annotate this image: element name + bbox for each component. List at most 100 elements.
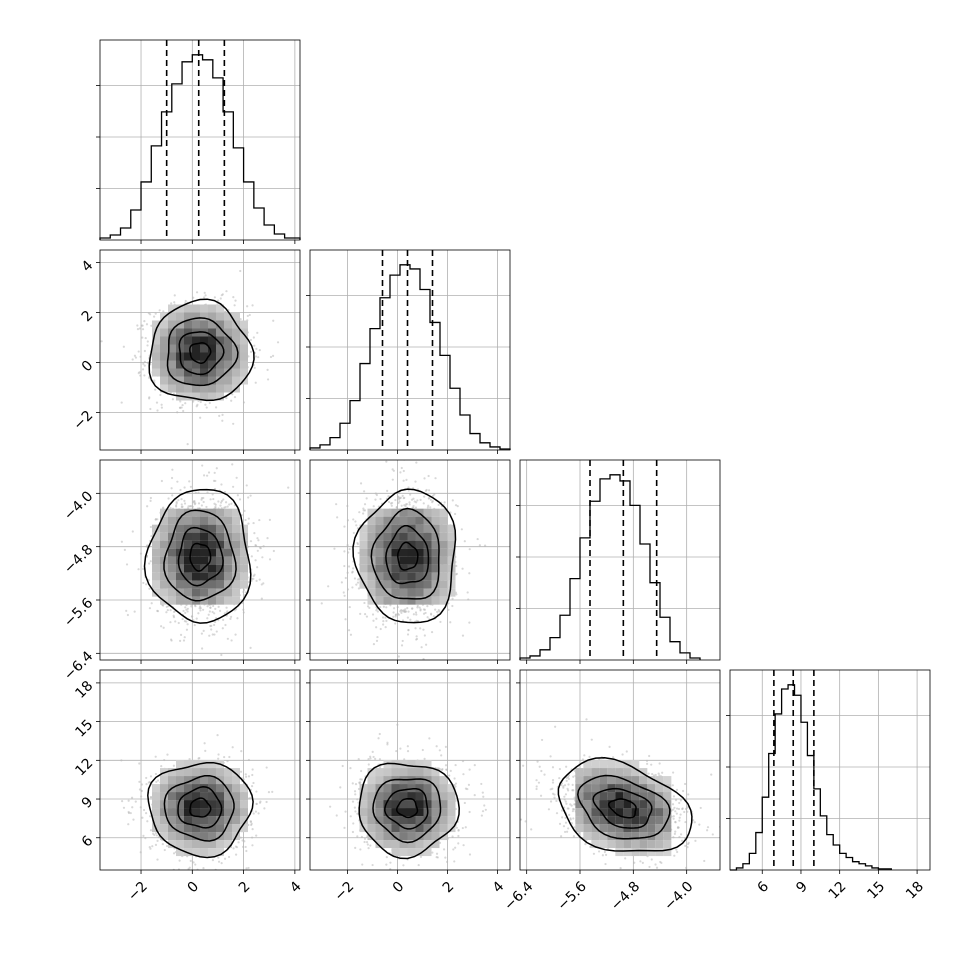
density-cell: [216, 524, 224, 533]
density-cell: [407, 580, 416, 589]
density-cell: [176, 320, 184, 329]
sample-point: [158, 309, 161, 312]
density-cell: [200, 548, 208, 557]
sample-point: [419, 498, 422, 501]
sample-point: [390, 504, 393, 507]
sample-point: [266, 537, 269, 540]
density-cell: [232, 548, 240, 557]
sample-point: [206, 474, 209, 477]
density-cell: [224, 352, 232, 361]
density-cell: [208, 524, 216, 533]
sample-point: [437, 609, 440, 612]
sample-point: [160, 625, 163, 628]
density-cell: [375, 596, 384, 605]
sample-point: [230, 639, 233, 642]
sample-point: [170, 302, 173, 305]
density-cell: [240, 580, 248, 589]
sample-point: [384, 625, 387, 629]
density-cell: [208, 304, 216, 313]
sample-point: [391, 478, 394, 481]
density-cell: [200, 360, 208, 369]
sample-point: [146, 344, 149, 347]
sample-point: [251, 304, 254, 307]
sample-point: [272, 319, 275, 322]
density-cell: [423, 572, 432, 581]
density-cell: [184, 368, 192, 377]
density-cell: [423, 508, 432, 517]
density-cell: [399, 508, 408, 517]
sample-point: [362, 507, 365, 510]
sample-point: [340, 581, 343, 584]
sample-point: [356, 527, 359, 530]
sample-point: [249, 338, 253, 342]
sample-point: [184, 611, 187, 615]
sample-point: [144, 336, 147, 340]
density-cell: [160, 352, 168, 361]
density-cell: [208, 572, 216, 581]
density-cell: [359, 532, 368, 541]
panel-frame: [99, 459, 301, 661]
density-cell: [391, 508, 400, 517]
sample-point: [197, 502, 201, 505]
density-cell: [184, 596, 192, 605]
density-cell: [168, 540, 176, 549]
sample-point: [347, 551, 350, 554]
density-cell: [367, 540, 376, 549]
sample-point: [173, 301, 176, 304]
sample-point: [343, 594, 346, 597]
sample-point: [159, 393, 162, 397]
sample-point: [149, 407, 152, 411]
sample-point: [415, 637, 419, 641]
density-cell: [439, 588, 448, 597]
density-cell: [367, 588, 376, 597]
sample-point: [230, 502, 233, 505]
density-cell: [407, 596, 416, 605]
sample-point: [439, 620, 442, 624]
density-cell: [224, 580, 232, 589]
sample-point: [343, 550, 346, 553]
sample-point: [200, 632, 203, 635]
sample-point: [172, 764, 175, 767]
sample-point: [198, 607, 201, 610]
sample-point: [146, 340, 149, 343]
density-cell: [447, 556, 456, 565]
sample-point: [375, 639, 379, 642]
sample-point: [169, 506, 172, 510]
sample-point: [396, 612, 400, 616]
sample-point: [156, 610, 160, 613]
sample-point: [160, 406, 163, 409]
density-cell: [240, 556, 248, 565]
sample-point: [402, 479, 405, 482]
density-cell: [168, 376, 176, 385]
density-cell: [224, 516, 232, 525]
sample-point: [413, 500, 416, 503]
density-cell: [375, 532, 384, 541]
sample-point: [456, 505, 459, 508]
sample-point: [162, 626, 165, 629]
density-cell: [160, 376, 168, 385]
density-cell: [176, 572, 184, 581]
sample-point: [206, 605, 209, 608]
density-cell: [216, 392, 224, 401]
density-cell: [383, 572, 392, 581]
sample-point: [376, 610, 379, 613]
sample-point: [454, 504, 458, 507]
sample-point: [356, 581, 360, 584]
sample-point: [167, 497, 170, 500]
sample-point: [154, 388, 157, 391]
density-cell: [224, 344, 232, 353]
density-cell: [415, 564, 424, 573]
sample-point: [179, 639, 182, 642]
density-cell: [240, 352, 248, 361]
density-cell: [224, 320, 232, 329]
sample-point: [236, 617, 239, 620]
sample-point: [463, 540, 466, 543]
density-cell: [192, 556, 200, 565]
sample-point: [401, 609, 404, 613]
sample-point: [208, 401, 211, 405]
sample-point: [242, 590, 245, 594]
density-cell: [383, 540, 392, 549]
density-cell: [152, 336, 160, 345]
sample-point: [351, 586, 354, 589]
sample-point: [143, 360, 146, 363]
